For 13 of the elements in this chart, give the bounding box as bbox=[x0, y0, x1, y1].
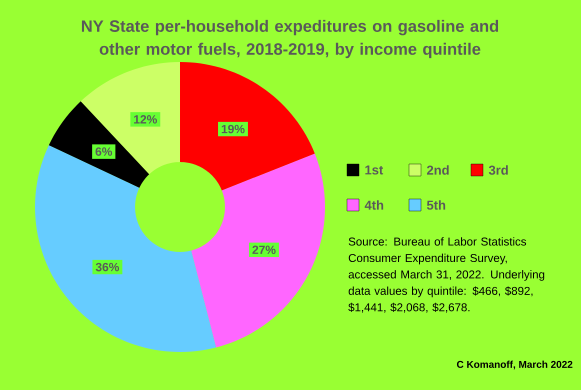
data-label: 12% bbox=[134, 115, 157, 124]
legend-label: 1st bbox=[365, 165, 384, 175]
legend-label: 5th bbox=[426, 200, 446, 210]
legend-label: 4th bbox=[364, 200, 384, 210]
legend-label: 3rd bbox=[488, 165, 508, 175]
chart-title: NY State per-household expeditures on gasoline and other motor fuels, 2018-2019, by income quintile bbox=[82, 20, 498, 58]
data-label: 36% bbox=[96, 262, 120, 272]
data-label: 6% bbox=[96, 147, 112, 156]
text: C Komanoff, March 2022 bbox=[456, 360, 572, 370]
source-note: Source: Bureau of Labor Statistics Consumer Expenditure Survey, accessed March 31, 2022. Underlying data values by quintile: $466, $892, $1,441, $2,068, $2,678. bbox=[348, 237, 544, 313]
data-label: 27% bbox=[252, 246, 276, 254]
data-label: 19% bbox=[222, 124, 245, 134]
legend-label: 2nd bbox=[426, 165, 449, 175]
